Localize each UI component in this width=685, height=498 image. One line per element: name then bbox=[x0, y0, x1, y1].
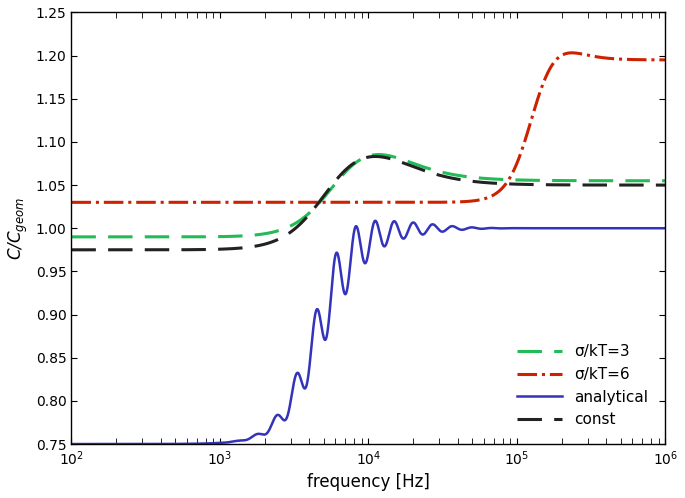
const bbox=[661, 182, 669, 188]
const bbox=[295, 223, 303, 229]
σ/kT=3 bbox=[661, 178, 669, 184]
σ/kT=3 bbox=[147, 234, 155, 240]
σ/kT=3 bbox=[454, 172, 462, 178]
σ/kT=6 bbox=[453, 199, 462, 205]
const bbox=[67, 247, 75, 253]
σ/kT=6 bbox=[556, 53, 564, 59]
σ/kT=6 bbox=[510, 165, 519, 171]
const bbox=[511, 181, 519, 187]
analytical bbox=[175, 441, 184, 447]
const bbox=[454, 176, 462, 182]
analytical bbox=[371, 218, 379, 224]
analytical bbox=[453, 226, 462, 232]
Line: σ/kT=6: σ/kT=6 bbox=[71, 53, 665, 202]
analytical bbox=[510, 225, 519, 231]
analytical bbox=[423, 226, 432, 232]
const bbox=[556, 182, 564, 188]
Legend: σ/kT=3, σ/kT=6, analytical, const: σ/kT=3, σ/kT=6, analytical, const bbox=[508, 335, 658, 436]
σ/kT=3 bbox=[175, 234, 184, 240]
const bbox=[175, 247, 184, 253]
X-axis label: frequency [Hz]: frequency [Hz] bbox=[307, 473, 430, 491]
Line: const: const bbox=[71, 156, 665, 250]
σ/kT=6 bbox=[568, 50, 576, 56]
σ/kT=6 bbox=[175, 199, 184, 205]
σ/kT=3 bbox=[556, 178, 564, 184]
analytical bbox=[67, 441, 75, 447]
Line: σ/kT=3: σ/kT=3 bbox=[71, 154, 665, 237]
σ/kT=3 bbox=[511, 177, 519, 183]
const bbox=[371, 153, 379, 159]
σ/kT=3 bbox=[295, 219, 303, 225]
σ/kT=6 bbox=[67, 199, 75, 205]
σ/kT=6 bbox=[423, 199, 432, 205]
analytical bbox=[556, 225, 564, 231]
σ/kT=3 bbox=[67, 234, 75, 240]
Y-axis label: C/C$_{geom}$: C/C$_{geom}$ bbox=[7, 197, 30, 260]
analytical bbox=[295, 370, 303, 376]
σ/kT=6 bbox=[295, 199, 303, 205]
σ/kT=3 bbox=[375, 151, 383, 157]
σ/kT=3 bbox=[424, 165, 432, 171]
analytical bbox=[661, 225, 669, 231]
σ/kT=6 bbox=[199, 199, 207, 205]
Line: analytical: analytical bbox=[71, 221, 665, 444]
const bbox=[87, 247, 95, 253]
const bbox=[424, 169, 432, 175]
σ/kT=6 bbox=[661, 57, 669, 63]
